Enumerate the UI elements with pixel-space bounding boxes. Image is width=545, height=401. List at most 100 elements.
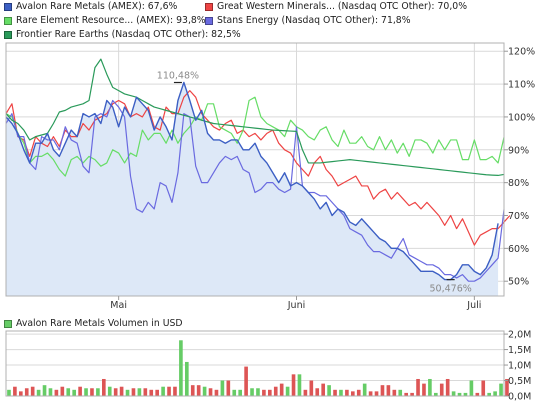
legend-label-stans: Stans Energy (Nasdaq OTC Other): 71,8% [217, 15, 411, 26]
volume-y-tick-label: 0,0M [508, 392, 531, 401]
legend-item-great-western: Great Western Minerals... (Nasdaq OTC Ot… [205, 1, 467, 12]
max-annotation: 110,48% [157, 70, 199, 81]
volume-bar [244, 366, 248, 396]
price-y-axis: 50% 60% 70% 80% 90% 100% 110% 120% [504, 47, 535, 288]
legend-item-frontier: Frontier Rare Earths (Nasdaq OTC Other):… [4, 29, 241, 40]
volume-bar [54, 389, 59, 396]
volume-bar [481, 380, 486, 396]
volume-bar [161, 386, 165, 396]
volume-bar [439, 383, 444, 396]
volume-bar [137, 388, 142, 396]
volume-bar [190, 385, 195, 396]
volume-bar [351, 391, 355, 396]
volume-bar [392, 389, 397, 396]
volume-y-tick-label: 1,0M [508, 361, 531, 372]
volume-bar [345, 389, 349, 396]
price-plot-frame [5, 42, 505, 297]
volume-bar [362, 383, 367, 396]
volume-bar [102, 378, 106, 396]
volume-bar [72, 389, 76, 396]
volume-bar [262, 389, 266, 396]
price-y-tick-label: 70% [508, 211, 529, 222]
volume-plot-frame [5, 330, 505, 397]
volume-bar [499, 383, 503, 396]
volume-y-tick-label: 0,5M [508, 376, 531, 387]
price-annotations: 110,48% 50,476% [157, 70, 472, 294]
volume-bar [291, 374, 296, 396]
volume-bar [451, 391, 456, 396]
volume-bar [42, 385, 47, 396]
volume-bar [475, 392, 480, 396]
volume-bar [410, 392, 414, 396]
volume-bar [404, 392, 408, 396]
volume-bar [297, 374, 302, 396]
price-y-tick-label: 120% [508, 47, 535, 58]
volume-bar [36, 389, 41, 396]
legend-item-stans: Stans Energy (Nasdaq OTC Other): 71,8% [205, 15, 411, 26]
volume-bar [13, 386, 17, 396]
volume-bar [66, 388, 71, 396]
price-x-tick-label: Juni [287, 300, 305, 311]
price-y-tick-label: 90% [508, 145, 529, 156]
volume-bar [463, 392, 468, 396]
volume-bar [250, 388, 254, 396]
volume-bar [149, 389, 154, 396]
series-line-frontier [5, 58, 505, 177]
volume-bar [19, 391, 23, 396]
price-y-tick-label: 80% [508, 178, 529, 189]
series-line-great-western [5, 90, 511, 246]
price-area [6, 82, 499, 297]
volume-bar [268, 389, 272, 396]
volume-bar [220, 380, 225, 396]
volume-bar [179, 340, 183, 396]
volume-bar [398, 389, 403, 396]
volume-bar [96, 388, 100, 396]
volume-bar [356, 389, 361, 396]
volume-bar [469, 380, 474, 396]
legend-item-volume: Avalon Rare Metals Volumen in USD [4, 318, 183, 329]
legend-swatch-frontier [4, 30, 12, 39]
volume-bar [416, 378, 420, 396]
volume-bar [107, 386, 112, 396]
volume-bar [434, 392, 438, 396]
price-x-tick-label: Juli [466, 300, 481, 311]
volume-y-axis: 0,0M 0,5M 1,0M 1,5M 2,0M [504, 330, 531, 401]
legend-label-volume: Avalon Rare Metals Volumen in USD [16, 318, 183, 329]
legend-swatch-volume [4, 319, 12, 328]
price-x-tick-label: Mai [110, 300, 127, 311]
volume-bar [185, 361, 189, 396]
volume-bar [374, 391, 379, 396]
volume-bar [155, 389, 159, 396]
volume-bar [173, 386, 177, 396]
legend-item-avalon: Avalon Rare Metals (AMEX): 67,6% [4, 1, 177, 12]
volume-bar [214, 389, 219, 396]
legend-label-rare-element: Rare Element Resource... (AMEX): 93,8% [16, 15, 206, 26]
volume-bar [327, 385, 331, 396]
legend-swatch-avalon [4, 2, 12, 11]
volume-bar [84, 388, 88, 396]
price-x-axis: Mai Juni Juli [110, 296, 481, 311]
volume-bar [232, 389, 237, 396]
volume-bar [303, 389, 308, 396]
volume-bar [487, 392, 491, 396]
price-y-tick-label: 110% [508, 80, 535, 91]
series-line-stans [5, 99, 505, 282]
volume-bar [125, 389, 130, 396]
legend-label-frontier: Frontier Rare Earths (Nasdaq OTC Other):… [16, 29, 241, 40]
volume-bar [90, 388, 94, 396]
legend-swatch-stans [205, 16, 213, 25]
legend-swatch-rare-element [4, 16, 12, 25]
volume-bar [30, 386, 35, 396]
volume-bars [7, 340, 509, 396]
volume-bar [309, 380, 314, 396]
volume-bar [380, 385, 385, 396]
legend-label-great-western: Great Western Minerals... (Nasdaq OTC Ot… [217, 1, 468, 12]
volume-bar [119, 386, 124, 396]
volume-bar [422, 383, 426, 396]
volume-bar [445, 378, 450, 396]
min-annotation: 50,476% [430, 284, 472, 295]
volume-bar [279, 383, 284, 396]
volume-bar [78, 386, 82, 396]
